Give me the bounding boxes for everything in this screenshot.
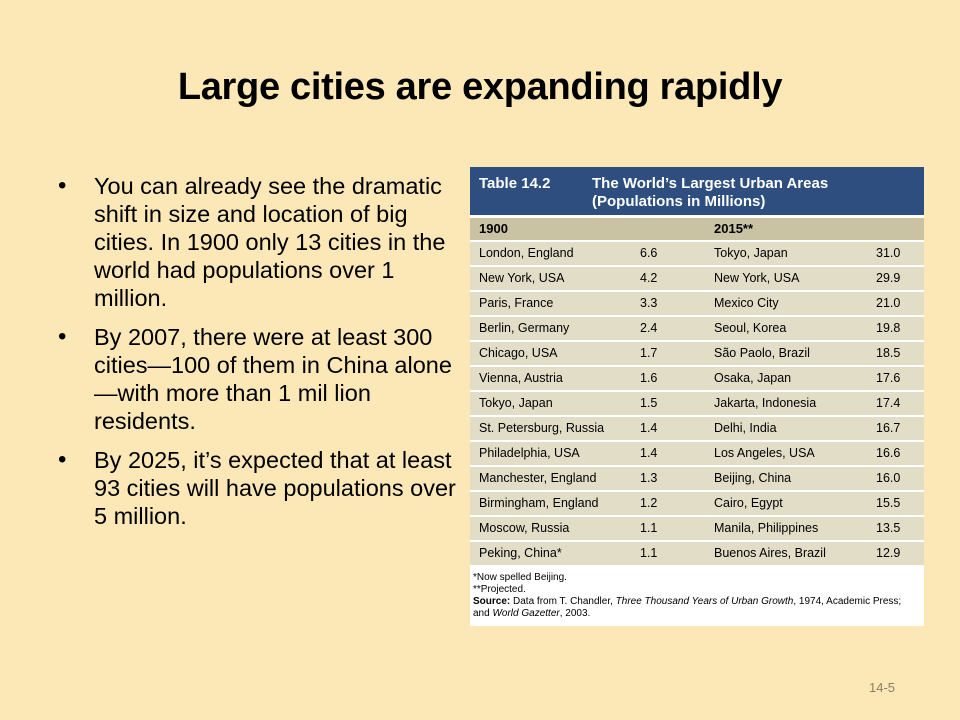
- city-1900-cell: Chicago, USA: [479, 346, 558, 360]
- city-2015-cell: Osaka, Japan: [714, 371, 792, 385]
- table-row: Manchester, England 1.3 Beijing, China 16.0: [470, 467, 924, 490]
- table-number: Table 14.2: [479, 175, 551, 192]
- table-title-line2: (Populations in Millions): [592, 193, 766, 210]
- pop-2015-cell: 31.0: [876, 246, 901, 260]
- slide-title: Large cities are expanding rapidly: [177, 66, 783, 108]
- pop-1900-cell: 1.2: [640, 496, 658, 510]
- city-2015-cell: Manila, Philippines: [714, 521, 819, 535]
- pop-2015-cell: 17.4: [876, 396, 901, 410]
- urban-areas-table: Table 14.2 The World’s Largest Urban Are…: [470, 167, 924, 626]
- table-row: New York, USA 4.2 New York, USA 29.9: [470, 267, 924, 290]
- city-2015-cell: Cairo, Egypt: [714, 496, 783, 510]
- city-1900-cell: Birmingham, England: [479, 496, 599, 510]
- city-2015-cell: New York, USA: [714, 271, 800, 285]
- city-1900-cell: London, England: [479, 246, 574, 260]
- city-2015-cell: São Paolo, Brazil: [714, 346, 810, 360]
- pop-2015-cell: 29.9: [876, 271, 901, 285]
- table-row: Paris, France 3.3 Mexico City 21.0: [470, 292, 924, 315]
- table-row: Chicago, USA 1.7 São Paolo, Brazil 18.5: [470, 342, 924, 365]
- city-2015-cell: Buenos Aires, Brazil: [714, 546, 826, 560]
- year-2015-header: 2015**: [714, 221, 754, 236]
- city-1900-cell: Paris, France: [479, 296, 554, 310]
- table-row: Vienna, Austria 1.6 Osaka, Japan 17.6: [470, 367, 924, 390]
- pop-2015-cell: 16.0: [876, 471, 901, 485]
- city-1900-cell: Moscow, Russia: [479, 521, 570, 535]
- pop-1900-cell: 1.1: [640, 521, 658, 535]
- pop-1900-cell: 1.5: [640, 396, 658, 410]
- pop-2015-cell: 12.9: [876, 546, 901, 560]
- pop-2015-cell: 18.5: [876, 346, 901, 360]
- source-text-b: , 1974, Academic Press;: [793, 596, 902, 607]
- city-2015-cell: Delhi, India: [714, 421, 777, 435]
- city-2015-cell: Seoul, Korea: [714, 321, 787, 335]
- source-book: Three Thousand Years of Urban Growth: [615, 596, 794, 607]
- table-notes: *Now spelled Beijing. **Projected. Sourc…: [470, 567, 924, 620]
- city-2015-cell: Tokyo, Japan: [714, 246, 788, 260]
- pop-2015-cell: 16.7: [876, 421, 901, 435]
- table-row: Philadelphia, USA 1.4 Los Angeles, USA 16.6: [470, 442, 924, 465]
- city-1900-cell: Philadelphia, USA: [479, 446, 580, 460]
- city-2015-cell: Los Angeles, USA: [714, 446, 815, 460]
- city-1900-cell: Tokyo, Japan: [479, 396, 553, 410]
- table-row: Peking, China* 1.1 Buenos Aires, Brazil 12.…: [470, 542, 924, 565]
- pop-1900-cell: 1.3: [640, 471, 658, 485]
- city-1900-cell: St. Petersburg, Russia: [479, 421, 605, 435]
- note-projected: **Projected.: [473, 584, 526, 595]
- pop-2015-cell: 15.5: [876, 496, 901, 510]
- table-row: Tokyo, Japan 1.5 Jakarta, Indonesia 17.4: [470, 392, 924, 415]
- pop-2015-cell: 17.6: [876, 371, 901, 385]
- table-body: London, England 6.6 Tokyo, Japan 31.0 New Yo…: [470, 242, 924, 565]
- city-1900-cell: Vienna, Austria: [479, 371, 563, 385]
- year-header-row: 1900 2015**: [470, 218, 924, 240]
- table-row: London, England 6.6 Tokyo, Japan 31.0: [470, 242, 924, 265]
- city-2015-cell: Beijing, China: [714, 471, 792, 485]
- source-line2-a: and: [473, 608, 493, 619]
- city-1900-cell: Manchester, England: [479, 471, 597, 485]
- bullet-item: By 2007, there were at least 300 cities—…: [58, 323, 462, 435]
- source-label: Source:: [473, 596, 511, 607]
- city-2015-cell: Mexico City: [714, 296, 779, 310]
- bullet-item: You can already see the dramatic shift i…: [58, 172, 462, 312]
- pop-1900-cell: 1.7: [640, 346, 658, 360]
- pop-2015-cell: 21.0: [876, 296, 901, 310]
- pop-1900-cell: 1.6: [640, 371, 658, 385]
- bullet-item: By 2025, it’s expected that at least 93 …: [58, 446, 462, 530]
- city-1900-cell: New York, USA: [479, 271, 565, 285]
- city-1900-cell: Peking, China*: [479, 546, 562, 560]
- page-number: 14-5: [869, 680, 896, 695]
- source-line2-book: World Gazetter: [492, 608, 560, 619]
- table-title-line1: The World’s Largest Urban Areas: [592, 175, 829, 192]
- table-title: The World’s Largest Urban Areas (Populat…: [592, 175, 912, 211]
- pop-1900-cell: 1.1: [640, 546, 658, 560]
- pop-1900-cell: 2.4: [640, 321, 658, 335]
- source-text-a: Data from T. Chandler,: [510, 596, 616, 607]
- table-row: Berlin, Germany 2.4 Seoul, Korea 19.8: [470, 317, 924, 340]
- table-row: St. Petersburg, Russia 1.4 Delhi, India 16.…: [470, 417, 924, 440]
- source-line-2: and World Gazetter, 2003.: [473, 608, 921, 620]
- pop-2015-cell: 19.8: [876, 321, 901, 335]
- table-row: Birmingham, England 1.2 Cairo, Egypt 15.5: [470, 492, 924, 515]
- table-row: Moscow, Russia 1.1 Manila, Philippines 13.5: [470, 517, 924, 540]
- table-header: Table 14.2 The World’s Largest Urban Are…: [470, 167, 924, 215]
- note-beijing: *Now spelled Beijing.: [473, 572, 567, 583]
- pop-1900-cell: 1.4: [640, 446, 658, 460]
- bullet-list: You can already see the dramatic shift i…: [58, 172, 462, 541]
- pop-1900-cell: 6.6: [640, 246, 658, 260]
- city-2015-cell: Jakarta, Indonesia: [714, 396, 817, 410]
- pop-1900-cell: 1.4: [640, 421, 658, 435]
- pop-2015-cell: 13.5: [876, 521, 901, 535]
- city-1900-cell: Berlin, Germany: [479, 321, 570, 335]
- pop-1900-cell: 4.2: [640, 271, 658, 285]
- source-line-1: Source: Data from T. Chandler, Three Tho…: [473, 596, 921, 608]
- pop-1900-cell: 3.3: [640, 296, 658, 310]
- source-line2-b: , 2003.: [559, 608, 591, 619]
- pop-2015-cell: 16.6: [876, 446, 901, 460]
- year-1900-header: 1900: [479, 221, 508, 236]
